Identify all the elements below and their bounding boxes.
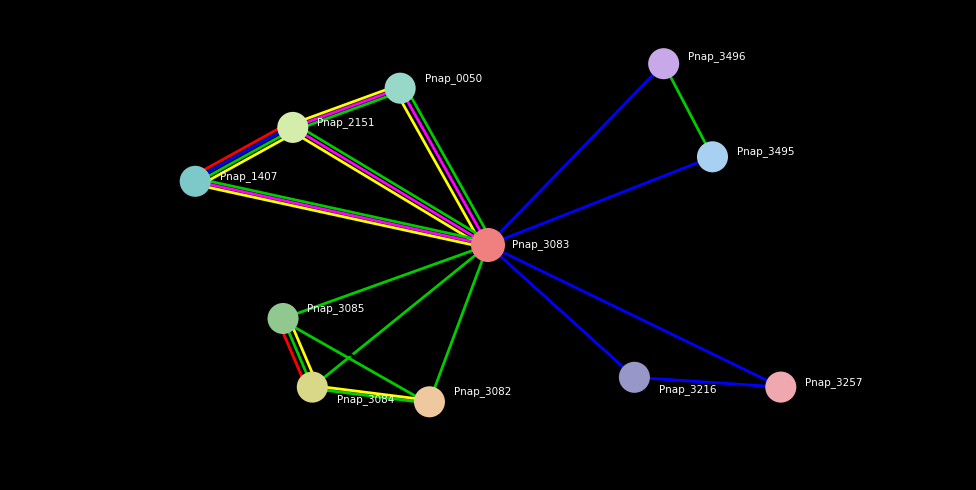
Point — [392, 84, 408, 92]
Text: Pnap_0050: Pnap_0050 — [425, 73, 482, 84]
Text: Pnap_3495: Pnap_3495 — [737, 147, 794, 157]
Point — [285, 123, 301, 131]
Point — [305, 383, 320, 391]
Text: Pnap_3082: Pnap_3082 — [454, 387, 511, 397]
Point — [773, 383, 789, 391]
Text: Pnap_3083: Pnap_3083 — [512, 240, 570, 250]
Text: Pnap_2151: Pnap_2151 — [317, 117, 375, 128]
Point — [656, 60, 671, 68]
Point — [705, 153, 720, 161]
Text: Pnap_3216: Pnap_3216 — [659, 384, 716, 395]
Text: Pnap_3084: Pnap_3084 — [337, 394, 394, 405]
Point — [422, 398, 437, 406]
Text: Pnap_3257: Pnap_3257 — [805, 377, 863, 388]
Point — [275, 315, 291, 322]
Text: Pnap_3496: Pnap_3496 — [688, 51, 746, 62]
Text: Pnap_3085: Pnap_3085 — [307, 303, 365, 314]
Point — [187, 177, 203, 185]
Text: Pnap_1407: Pnap_1407 — [220, 171, 277, 182]
Point — [480, 241, 496, 249]
Point — [627, 373, 642, 381]
